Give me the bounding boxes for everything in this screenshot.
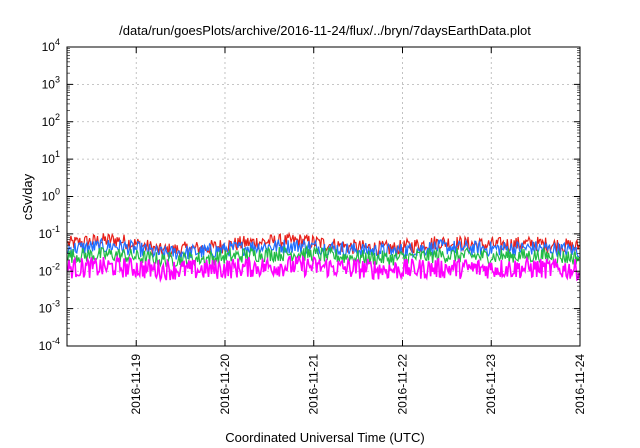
y-tick-label: 10-2: [39, 261, 60, 278]
y-axis-label: cSv/day: [20, 173, 35, 220]
y-tick-label: 104: [42, 37, 60, 54]
grid: [67, 46, 581, 347]
x-tick-label: 2016-11-21: [307, 354, 321, 415]
x-axis-ticks: 2016-11-19 2016-11-20 2016-11-21 2016-11-22…: [129, 47, 587, 415]
y-tick-label: 101: [42, 149, 60, 166]
y-tick-label: 10-3: [39, 299, 60, 316]
y-tick-label: 103: [42, 74, 60, 91]
series-layer: [67, 231, 580, 284]
series-line: [67, 244, 580, 269]
y-tick-label: 10-1: [39, 224, 60, 241]
chart-title: /data/run/goesPlots/archive/2016-11-24/f…: [119, 23, 531, 38]
y-tick-label: 100: [42, 187, 60, 204]
y-tick-label: 10-4: [39, 336, 60, 353]
x-tick-label: 2016-11-20: [218, 354, 232, 415]
x-tick-label: 2016-11-19: [129, 354, 143, 415]
x-tick-label: 2016-11-22: [395, 354, 409, 415]
plot-frame: [66, 46, 581, 347]
x-tick-label: 2016-11-24: [573, 354, 587, 415]
series-line: [67, 254, 580, 284]
y-tick-label: 102: [42, 112, 60, 129]
x-axis-label: Coordinated Universal Time (UTC): [225, 430, 424, 445]
x-tick-label: 2016-11-23: [484, 354, 498, 415]
